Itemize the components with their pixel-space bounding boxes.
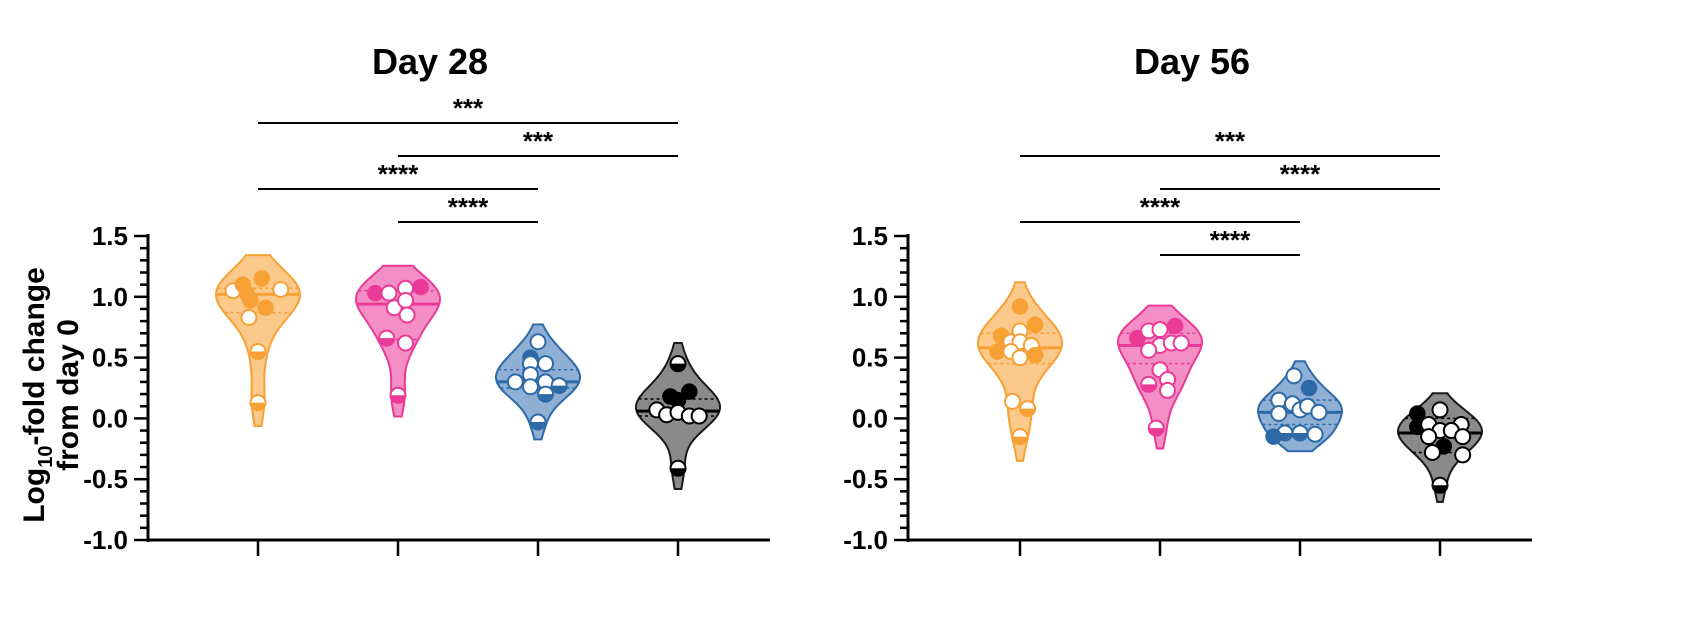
data-point [412, 278, 429, 296]
data-point-half [670, 363, 686, 372]
data-point [380, 284, 398, 302]
y-axis-label: Log10-fold change from day 0 [18, 267, 85, 523]
data-point-half [250, 402, 266, 411]
y-tick-label: -0.5 [843, 464, 888, 494]
data-point-half [1020, 408, 1036, 417]
significance-label: **** [448, 192, 489, 222]
chart-title: Day 56 [1134, 41, 1250, 82]
data-point [521, 378, 539, 396]
data-point-half [379, 338, 395, 346]
data-point-half [538, 394, 554, 402]
y-tick-label: -0.5 [83, 464, 128, 494]
y-tick-label: -1.0 [83, 525, 128, 555]
data-point [1300, 379, 1318, 397]
significance-label: **** [1140, 192, 1181, 222]
data-point [1172, 334, 1190, 352]
data-point [1151, 321, 1169, 339]
data-point [1306, 425, 1324, 443]
data-point [398, 306, 416, 324]
data-point-half [1432, 485, 1448, 493]
significance-label: *** [523, 126, 554, 156]
data-point [1270, 405, 1288, 423]
data-point [529, 333, 547, 351]
data-point [690, 407, 708, 425]
y-axis-label-subscript: 10 [35, 446, 57, 468]
data-point-half [1141, 384, 1157, 392]
y-tick-label: 1.0 [852, 282, 888, 312]
data-point [1265, 428, 1282, 445]
significance-label: **** [378, 159, 419, 189]
panel-day-28: Day 281.51.00.50.0-0.5-1.0************** [83, 41, 770, 556]
data-point [272, 281, 290, 299]
data-point [1420, 428, 1438, 446]
data-point-half [551, 385, 567, 394]
data-point [681, 383, 698, 400]
chart-title: Day 28 [372, 41, 488, 82]
data-point [537, 355, 555, 373]
data-point-half [530, 422, 546, 430]
data-point [1423, 443, 1441, 461]
data-point [1454, 446, 1472, 464]
data-point [397, 291, 415, 309]
data-point-half [250, 351, 266, 360]
significance-label: **** [1210, 225, 1251, 255]
data-point [506, 373, 524, 391]
y-tick-label: 1.5 [92, 221, 128, 251]
data-point [1159, 381, 1177, 399]
significance-label: *** [1215, 126, 1246, 156]
y-tick-label: -1.0 [843, 525, 888, 555]
data-point [1011, 349, 1029, 367]
significance-label: *** [453, 93, 484, 123]
significance-label: **** [1280, 159, 1321, 189]
data-point [1285, 367, 1303, 385]
y-axis-label-line1-rest: -fold change [18, 267, 51, 445]
data-point [242, 292, 259, 309]
data-point [1140, 341, 1158, 359]
data-point [1011, 298, 1029, 315]
y-tick-label: 0.5 [92, 343, 128, 373]
y-tick-label: 1.5 [852, 221, 888, 251]
data-point [240, 308, 258, 326]
data-point-half [1012, 436, 1028, 445]
data-point [1310, 403, 1328, 421]
data-point [1003, 392, 1021, 410]
y-tick-label: 0.0 [852, 403, 888, 433]
data-point [1026, 346, 1044, 364]
data-point [1026, 316, 1044, 334]
panel-day-56: Day 561.51.00.50.0-0.5-1.0**************… [843, 41, 1532, 556]
data-point [1166, 317, 1184, 335]
data-point-half [670, 468, 686, 476]
y-tick-label: 0.0 [92, 403, 128, 433]
data-point-half [1292, 432, 1308, 441]
data-point [397, 334, 415, 352]
data-point-half [390, 395, 406, 403]
y-axis-label-line2: from day 0 [52, 319, 85, 471]
svg-text:Log10-fold change: Log10-fold change [18, 267, 57, 523]
data-point-half [1148, 428, 1164, 436]
y-tick-label: 0.5 [852, 343, 888, 373]
y-tick-label: 1.0 [92, 282, 128, 312]
data-point [1431, 401, 1449, 419]
data-point [253, 270, 271, 287]
data-point [1454, 428, 1472, 446]
y-axis-label-line1: Log [18, 468, 51, 523]
data-point [257, 299, 274, 316]
